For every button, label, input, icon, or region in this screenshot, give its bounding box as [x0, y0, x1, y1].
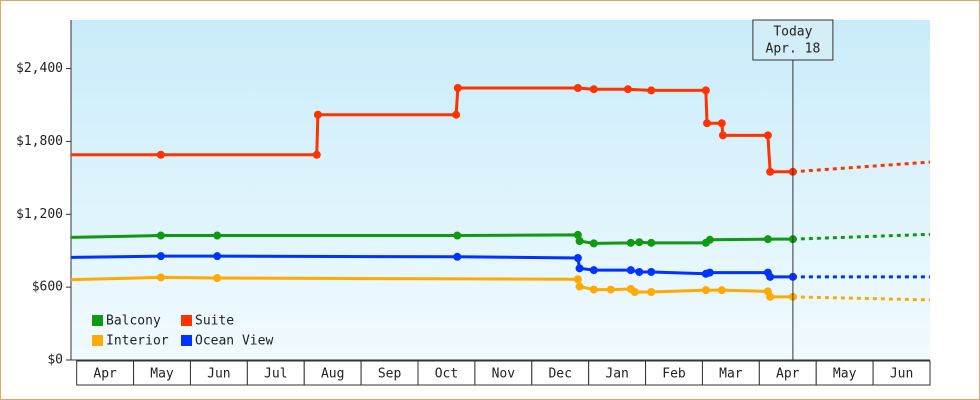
point	[647, 238, 656, 247]
y-tick-label: $1,200	[16, 207, 63, 222]
plot-area	[71, 20, 930, 360]
point	[312, 150, 321, 159]
point	[452, 110, 461, 119]
point	[213, 231, 222, 240]
x-tick-label: Apr	[776, 367, 800, 382]
point	[763, 235, 772, 244]
point	[156, 273, 165, 282]
x-tick-label: Jun	[207, 367, 230, 382]
point	[589, 239, 598, 248]
point	[589, 266, 598, 275]
month-cell	[872, 360, 931, 386]
point	[705, 235, 714, 244]
point	[630, 288, 639, 296]
point	[635, 267, 644, 276]
x-tick-label: Oct	[435, 367, 458, 382]
legend-label: Interior	[106, 334, 169, 349]
point	[573, 275, 582, 284]
y-tick-label: $0	[47, 353, 63, 368]
x-tick-label: Jun	[890, 367, 913, 382]
point	[573, 84, 582, 92]
legend-swatch	[181, 315, 192, 326]
y-tick-label: $600	[32, 280, 63, 295]
x-tick-label: Sep	[378, 367, 402, 382]
month-cell	[246, 360, 305, 386]
point	[705, 268, 714, 277]
point	[575, 237, 584, 245]
point	[626, 238, 635, 247]
point	[573, 254, 582, 262]
month-cell	[76, 360, 135, 386]
month-cell	[189, 360, 248, 386]
point	[575, 264, 584, 273]
point	[647, 86, 656, 95]
legend-label: Balcony	[106, 314, 161, 329]
point	[156, 252, 165, 261]
point	[589, 285, 598, 294]
point	[703, 119, 712, 128]
x-tick-label: Nov	[492, 367, 516, 382]
point	[635, 238, 644, 247]
y-tick-label: $1,800	[16, 134, 63, 149]
month-cell	[758, 360, 817, 386]
today-box	[752, 19, 834, 61]
x-tick-label: Mar	[719, 367, 743, 382]
point	[763, 131, 772, 140]
legend-label: Ocean View	[195, 334, 273, 349]
point	[156, 231, 165, 240]
point	[647, 288, 656, 296]
point	[717, 119, 726, 128]
legend-swatch	[92, 335, 103, 346]
x-tick-label: May	[150, 367, 174, 382]
point	[766, 167, 775, 176]
point	[701, 286, 710, 295]
month-cell	[588, 360, 647, 386]
point	[589, 85, 598, 94]
month-cell	[701, 360, 760, 386]
x-tick-label: Jul	[264, 367, 287, 382]
point	[313, 110, 322, 119]
month-cell	[474, 360, 533, 386]
point	[718, 131, 727, 140]
forecast-line	[792, 295, 931, 302]
point	[766, 292, 775, 301]
point	[156, 150, 165, 159]
legend-swatch	[92, 315, 103, 326]
y-tick-label: $2,400	[16, 61, 63, 76]
point	[626, 266, 635, 275]
month-cell	[133, 360, 191, 386]
point	[575, 282, 584, 291]
point	[453, 84, 462, 92]
forecast-line	[792, 160, 931, 174]
legend-swatch	[181, 335, 192, 346]
point	[453, 252, 462, 261]
point	[623, 85, 632, 94]
legend-label: Suite	[195, 314, 234, 329]
point	[573, 230, 582, 239]
point	[213, 274, 222, 283]
forecast-line	[792, 232, 931, 241]
today-label: Today	[773, 25, 812, 40]
point	[453, 231, 462, 240]
point	[213, 252, 222, 261]
x-tick-label: Jan	[605, 367, 628, 382]
today-label: Apr. 18	[766, 42, 821, 57]
x-tick-label: May	[833, 367, 857, 382]
point	[701, 86, 710, 95]
point	[647, 267, 656, 276]
point	[717, 286, 726, 295]
point	[606, 285, 615, 294]
point	[766, 272, 775, 281]
month-cell	[303, 360, 362, 386]
x-tick-label: Apr	[93, 367, 117, 382]
x-tick-label: Feb	[662, 367, 686, 382]
x-tick-label: Dec	[548, 367, 571, 382]
x-tick-label: Aug	[321, 367, 344, 382]
